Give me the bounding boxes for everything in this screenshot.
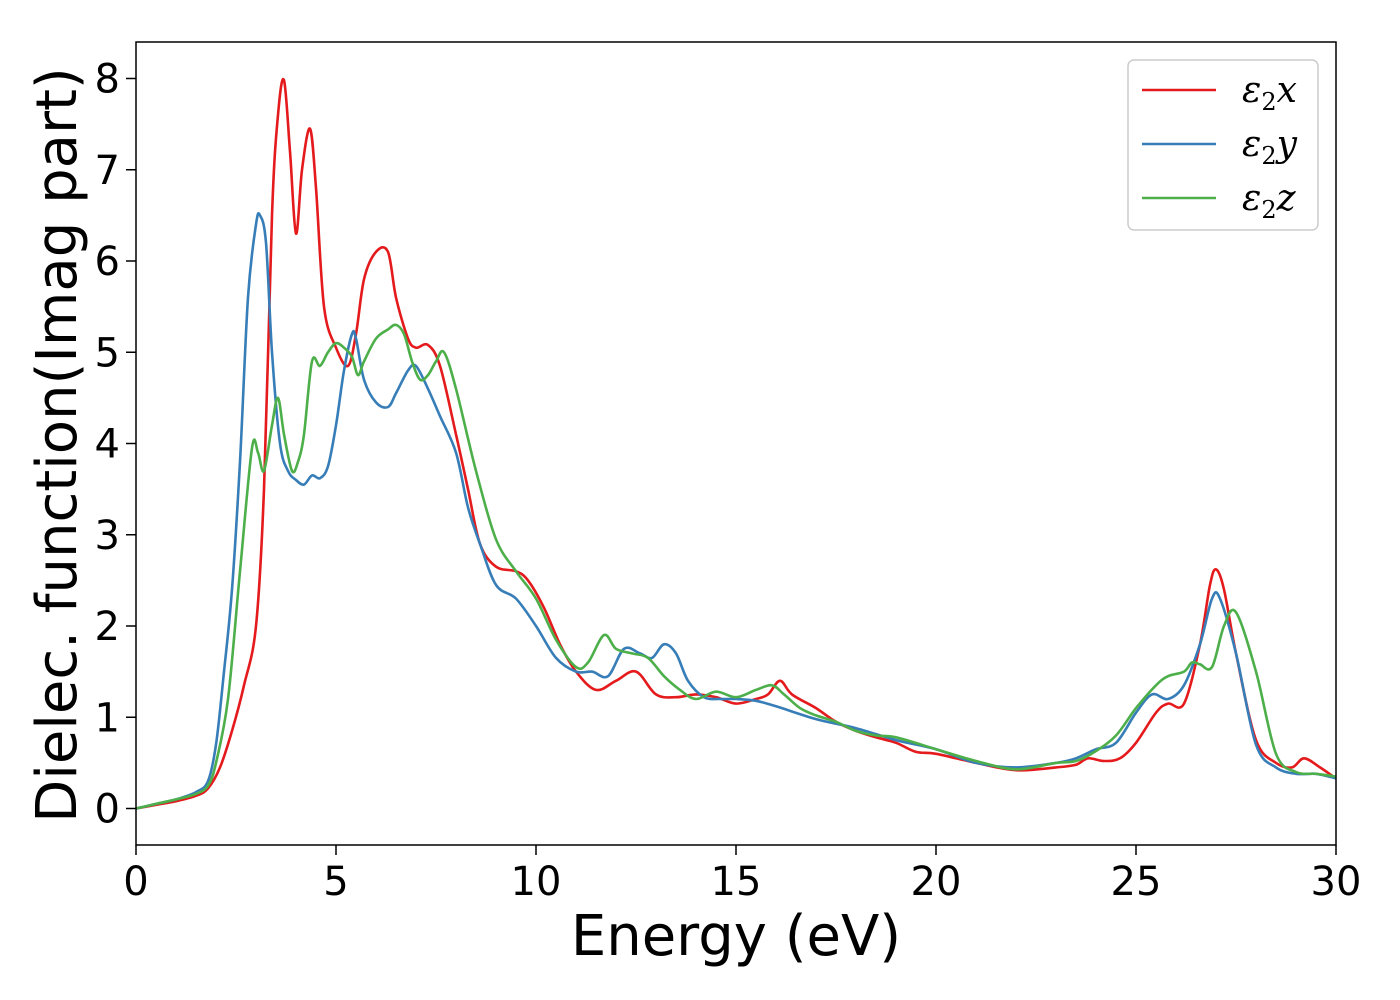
x-tick-label: 0 (123, 859, 148, 905)
series-line-x (135, 77, 1337, 810)
y-axis-label: Dielec. function(Imag part) (25, 67, 90, 823)
series-line-z (135, 323, 1337, 810)
y-tick-label: 7 (95, 148, 120, 194)
x-tick-label: 10 (511, 859, 562, 905)
y-tick-label: 3 (95, 513, 120, 559)
y-tick-label: 1 (95, 695, 120, 741)
x-tick-label: 25 (1111, 859, 1162, 905)
y-tick-label: 2 (95, 604, 120, 650)
y-tick-label: 6 (95, 239, 120, 285)
x-tick-label: 30 (1311, 859, 1362, 905)
legend-label-x: ε2x (1242, 70, 1297, 116)
legend-label-z: ε2z (1242, 178, 1297, 224)
y-tick-label: 4 (95, 422, 120, 468)
legend: ε2x ε2y ε2z (1127, 59, 1319, 231)
y-axis: 0 1 2 3 4 5 6 7 8 (95, 57, 136, 833)
x-axis-label: Energy (eV) (571, 904, 901, 969)
y-tick-label: 8 (95, 57, 120, 103)
legend-box (1127, 59, 1319, 231)
series-line-y (135, 212, 1337, 810)
x-tick-label: 15 (711, 859, 762, 905)
x-axis: 0 5 10 15 20 25 30 (123, 845, 1361, 905)
legend-label-y: ε2y (1242, 124, 1298, 170)
y-tick-label: 0 (95, 787, 120, 833)
series-layer (135, 77, 1337, 810)
x-tick-label: 5 (323, 859, 348, 905)
y-tick-label: 5 (95, 330, 120, 376)
x-tick-label: 20 (911, 859, 962, 905)
